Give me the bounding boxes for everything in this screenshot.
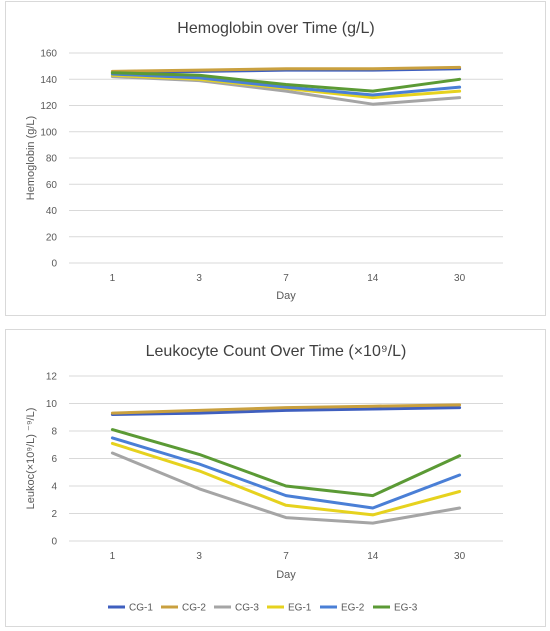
leukocyte-chart-panel: Leukocyte Count Over Time (×10⁹/L) 0 2 4 6 8 1… xyxy=(5,329,546,627)
series-line-cg-3 xyxy=(110,451,462,525)
y-tick-label: 20 xyxy=(46,232,58,243)
legend-label-eg-3: EG-3 xyxy=(394,603,418,614)
y-tick-label: 80 xyxy=(46,154,58,165)
y-axis-title: Hemoglobin (g/L) xyxy=(25,116,37,200)
series-line-eg-3 xyxy=(110,428,462,498)
y-tick-label: 60 xyxy=(46,180,58,191)
y-tick-label: 6 xyxy=(51,454,57,465)
y-tick-label: 140 xyxy=(40,75,57,86)
series-line-eg-2 xyxy=(110,436,462,510)
legend-label-cg-2: CG-2 xyxy=(182,603,206,614)
x-tick-label: 3 xyxy=(196,551,202,562)
x-tick-label: 1 xyxy=(110,551,116,562)
series-line-eg-1 xyxy=(110,441,462,517)
legend-label-cg-3: CG-3 xyxy=(235,603,259,614)
y-tick-label: 4 xyxy=(51,482,57,493)
chart-title: Leukocyte Count Over Time (×10⁹/L) xyxy=(146,343,407,360)
y-tick-label: 10 xyxy=(46,399,58,410)
series-line-cg-2 xyxy=(110,65,462,73)
x-tick-label: 30 xyxy=(454,273,466,284)
leukocyte-chart: Leukocyte Count Over Time (×10⁹/L) 0 2 4 6 8 1… xyxy=(25,343,503,614)
chart-title: Hemoglobin over Time (g/L) xyxy=(177,20,374,37)
y-tick-label: 100 xyxy=(40,127,57,138)
y-tick-label: 40 xyxy=(46,206,58,217)
y-tick-label: 8 xyxy=(51,427,57,438)
y-tick-label: 0 xyxy=(51,259,57,270)
y-tick-label: 0 xyxy=(51,537,57,548)
series-line-cg-1 xyxy=(110,406,462,416)
x-tick-label: 7 xyxy=(283,551,289,562)
x-tick-label: 30 xyxy=(454,551,466,562)
y-tick-label: 2 xyxy=(51,509,57,520)
x-tick-label: 1 xyxy=(110,273,116,284)
y-tick-label: 120 xyxy=(40,101,57,112)
x-axis-title: Day xyxy=(276,290,296,302)
legend-label-eg-2: EG-2 xyxy=(341,603,365,614)
series-line-cg-2 xyxy=(110,403,462,415)
series-line-eg-2 xyxy=(110,72,462,97)
legend-label-eg-1: EG-1 xyxy=(288,603,312,614)
x-axis-title: Day xyxy=(276,569,296,581)
y-tick-label: 160 xyxy=(40,49,57,60)
y-axis-title: Leukoc(×10⁹/L) ⁻⁹/L) xyxy=(25,408,37,510)
x-tick-label: 14 xyxy=(367,273,379,284)
hemoglobin-chart-panel: Hemoglobin over Time (g/L) 0 20 40 60 80 100 12… xyxy=(5,1,546,316)
legend-label-cg-1: CG-1 xyxy=(129,603,153,614)
x-tick-label: 3 xyxy=(196,273,202,284)
hemoglobin-chart: Hemoglobin over Time (g/L) 0 20 40 60 80 100 12… xyxy=(25,20,503,302)
series-line-eg-3 xyxy=(110,71,462,93)
y-tick-label: 12 xyxy=(46,372,58,383)
x-tick-label: 14 xyxy=(367,551,379,562)
x-tick-label: 7 xyxy=(283,273,289,284)
